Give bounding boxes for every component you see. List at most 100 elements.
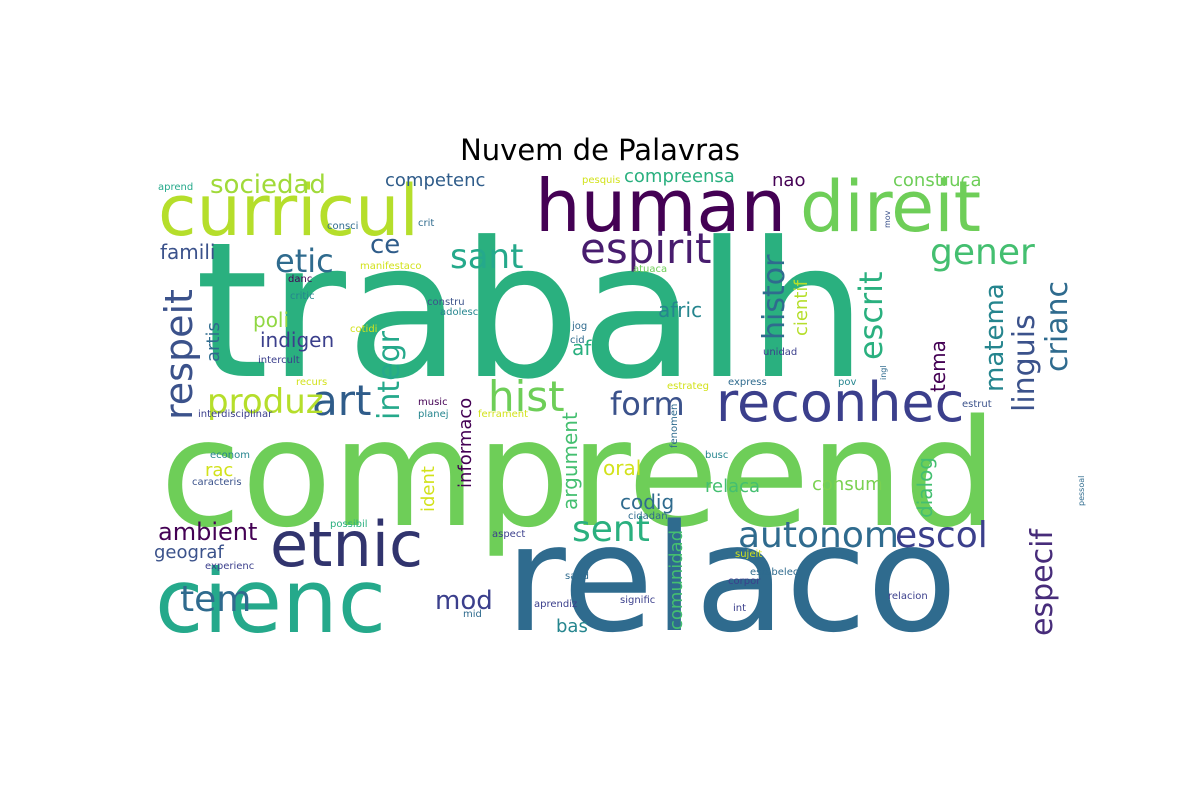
- word-pessoal: pessoal: [1077, 475, 1086, 506]
- word-rac: rac: [205, 460, 234, 481]
- word-signific: signific: [620, 595, 656, 606]
- word-artis: artis: [203, 322, 224, 362]
- word-escol: escol: [895, 515, 988, 556]
- word-matema: matema: [980, 283, 1010, 392]
- word-consci: consci: [327, 221, 359, 232]
- word-aspect: aspect: [492, 529, 526, 540]
- word-indigen: indigen: [260, 328, 335, 352]
- word-compreend: compreend: [160, 388, 998, 560]
- word-produz: produz: [207, 382, 324, 422]
- word-cientif: cientif: [791, 280, 812, 336]
- word-relacion: relacion: [888, 591, 928, 602]
- word-mod: mod: [435, 586, 493, 616]
- word-unidad: unidad: [763, 347, 798, 358]
- word-ambient: ambient: [158, 518, 258, 546]
- word-construca: construca: [893, 170, 982, 191]
- word-geograf: geograf: [154, 542, 224, 563]
- word-dialog: dialog: [913, 457, 937, 518]
- word-music: music: [418, 397, 448, 408]
- word-afric: afric: [658, 298, 703, 322]
- word-trabalh: trabalh: [195, 202, 868, 421]
- word-experienc: experienc: [205, 561, 255, 572]
- word-nao: nao: [772, 170, 806, 191]
- word-manifestaco: manifestaco: [360, 261, 422, 272]
- word-bas: bas: [556, 616, 588, 637]
- word-interdisciplinar: interdisciplinar: [198, 409, 273, 420]
- word-etic: etic: [275, 242, 334, 280]
- word-mid: mid: [463, 609, 482, 620]
- word-famili: famili: [160, 240, 216, 264]
- word-oral: oral: [603, 456, 642, 480]
- word-aprendiz: aprendiz: [534, 599, 578, 610]
- word-corpor: corpor: [728, 576, 761, 587]
- word-respeit: respeit: [157, 289, 201, 420]
- word-fenomen: fenomen: [669, 403, 680, 448]
- word-express: express: [728, 377, 767, 388]
- word-linguis: linguis: [1007, 314, 1042, 412]
- word-hist: hist: [488, 372, 565, 421]
- word-planej: planej: [418, 409, 449, 420]
- word-pov: pov: [838, 377, 857, 388]
- chart-title: Nuvem de Palavras: [460, 133, 740, 167]
- word-competenc: competenc: [385, 170, 486, 191]
- word-poli: poli: [253, 308, 290, 332]
- word-afr: afr: [572, 336, 600, 360]
- word-autonom: autonom: [738, 515, 899, 556]
- word-sent: sent: [572, 509, 650, 550]
- word-escrit: escrit: [852, 271, 890, 360]
- word-relaca: relaca: [705, 476, 761, 497]
- word-relaco: relaco: [505, 493, 958, 665]
- word-cid: cid: [570, 335, 585, 346]
- word-reconhec: reconhec: [716, 371, 965, 434]
- word-int: int: [733, 603, 747, 614]
- word-saud: saud: [565, 571, 590, 582]
- word-critic: critic: [290, 291, 315, 302]
- word-busc: busc: [705, 450, 729, 461]
- word-caracteris: caracteris: [192, 477, 242, 488]
- word-compreensa: compreensa: [624, 166, 735, 187]
- word-ident: ident: [418, 466, 439, 512]
- word-mov: mov: [883, 210, 892, 228]
- word-comunidad: comunidad: [666, 529, 687, 630]
- word-pesquis: pesquis: [582, 175, 621, 186]
- word-integr: integr: [372, 331, 407, 420]
- word-ferrament: ferrament: [478, 409, 528, 420]
- word-form: form: [610, 385, 685, 423]
- word-econom: econom: [210, 450, 250, 461]
- word-tem: tem: [180, 579, 252, 620]
- word-histor: histor: [757, 254, 792, 340]
- word-estrut: estrut: [962, 399, 992, 410]
- word-espirit: espirit: [580, 224, 712, 273]
- word-human: human: [535, 164, 787, 248]
- word-adolesc: adolesc: [440, 307, 479, 318]
- word-estabelec: estabelec: [750, 567, 799, 578]
- word-sujeit: sujeit: [735, 549, 763, 560]
- word-art: art: [312, 376, 372, 425]
- word-sant: sant: [450, 237, 524, 277]
- word-cienc: cienc: [155, 550, 387, 653]
- word-estrateg: estrateg: [667, 381, 709, 392]
- word-codig: codig: [620, 490, 675, 514]
- word-sociedad: sociedad: [210, 170, 326, 200]
- word-crit: crit: [418, 218, 435, 229]
- word-ce: ce: [370, 230, 401, 260]
- word-recurs: recurs: [296, 377, 328, 388]
- word-constru: constru: [427, 297, 465, 308]
- word-cidadan: cidadan: [628, 511, 668, 522]
- word-atuaca: atuaca: [633, 264, 668, 275]
- word-cotidi: cotidi: [350, 324, 378, 335]
- word-especif: especif: [1025, 529, 1060, 636]
- word-crianc: crianc: [1040, 280, 1075, 372]
- word-argument: argument: [558, 412, 582, 510]
- word-intercult: intercult: [258, 355, 300, 366]
- word-danc: danc: [288, 274, 313, 285]
- word-tema: tema: [926, 340, 950, 392]
- word-possibil: possibil: [330, 519, 368, 530]
- word-etnic: etnic: [270, 508, 424, 581]
- word-aprend: aprend: [158, 182, 194, 193]
- word-informaco: informaco: [455, 397, 476, 488]
- word-jog: jog: [572, 321, 588, 332]
- word-curricul: curricul: [158, 170, 419, 252]
- word-gener: gener: [930, 232, 1035, 273]
